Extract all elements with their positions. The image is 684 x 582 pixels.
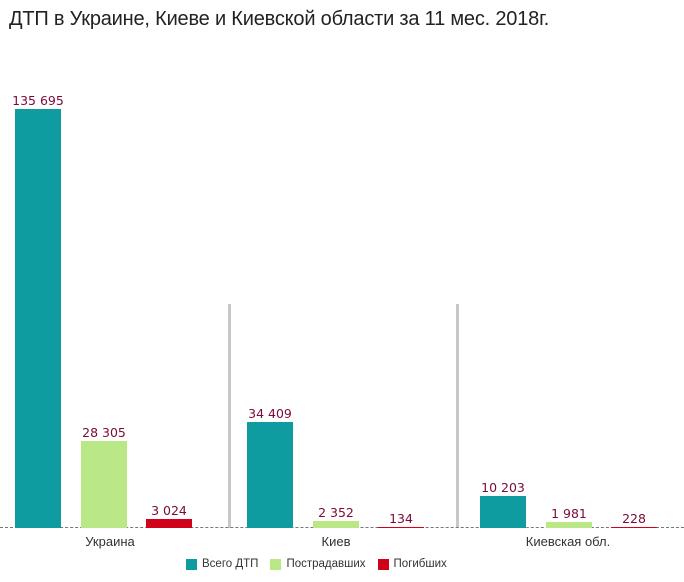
legend-label: Погибших: [393, 558, 447, 570]
group-separator: [228, 304, 231, 528]
bar-killed[interactable]: [611, 527, 657, 528]
category-label: Украина: [85, 534, 135, 549]
value-label: 34 409: [248, 406, 292, 421]
value-label: 134: [389, 511, 413, 526]
bar-killed[interactable]: [378, 527, 424, 528]
bar-total[interactable]: [480, 496, 526, 528]
bar-injured[interactable]: [546, 522, 592, 528]
bar-killed[interactable]: [146, 519, 192, 528]
legend-swatch-killed: [377, 558, 389, 570]
legend-item-killed[interactable]: Погибших: [377, 558, 447, 570]
group-separator: [456, 304, 459, 528]
value-label: 135 695: [12, 93, 64, 108]
legend-swatch-total: [186, 558, 197, 570]
legend-label: Всего ДТП: [202, 558, 259, 570]
bar-total[interactable]: [247, 422, 293, 528]
bar-injured[interactable]: [313, 521, 359, 528]
value-label: 2 352: [318, 505, 354, 520]
value-label: 10 203: [481, 480, 525, 495]
value-label: 3 024: [151, 503, 187, 518]
legend-item-total[interactable]: Всего ДТП: [186, 558, 258, 570]
legend-item-injured[interactable]: Пострадавших: [270, 558, 366, 570]
value-label: 1 981: [551, 506, 587, 521]
legend-swatch-injured: [270, 558, 282, 570]
chart-title: ДТП в Украине, Киеве и Киевской области …: [9, 8, 550, 30]
bar-total[interactable]: [15, 109, 61, 528]
bar-injured[interactable]: [81, 441, 127, 528]
value-label: 228: [622, 511, 646, 526]
category-label: Киев: [321, 534, 351, 549]
legend: Всего ДТП Пострадавших Погибших: [186, 558, 447, 570]
legend-label: Пострадавших: [286, 558, 366, 570]
value-label: 28 305: [82, 425, 126, 440]
category-label: Киевская обл.: [525, 534, 611, 549]
